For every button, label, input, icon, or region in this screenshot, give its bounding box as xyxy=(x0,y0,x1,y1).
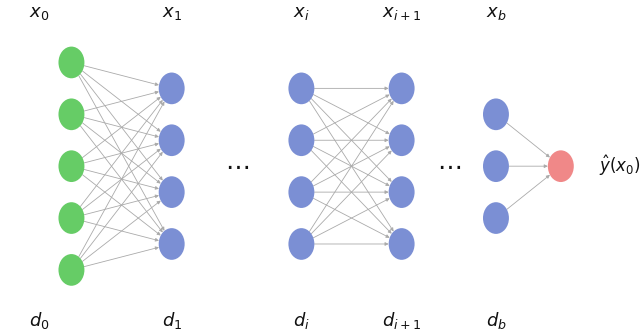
Circle shape xyxy=(388,228,415,260)
Circle shape xyxy=(289,228,314,260)
Text: $\cdots$: $\cdots$ xyxy=(436,155,461,178)
Circle shape xyxy=(483,202,509,234)
Text: $\hat{y}(x_0)$: $\hat{y}(x_0)$ xyxy=(599,154,640,178)
Circle shape xyxy=(548,150,574,182)
Circle shape xyxy=(58,202,84,234)
Text: $d_1$: $d_1$ xyxy=(161,310,182,331)
Text: $x_{i+1}$: $x_{i+1}$ xyxy=(382,4,421,22)
Circle shape xyxy=(159,228,185,260)
Text: $x_0$: $x_0$ xyxy=(29,4,49,22)
Circle shape xyxy=(159,124,185,156)
Text: $d_b$: $d_b$ xyxy=(486,310,506,331)
Circle shape xyxy=(159,176,185,208)
Circle shape xyxy=(483,99,509,130)
Circle shape xyxy=(483,150,509,182)
Circle shape xyxy=(388,72,415,104)
Circle shape xyxy=(289,72,314,104)
Circle shape xyxy=(159,72,185,104)
Text: $\cdots$: $\cdots$ xyxy=(225,155,248,178)
Text: $d_{i+1}$: $d_{i+1}$ xyxy=(382,310,421,331)
Text: $d_i$: $d_i$ xyxy=(293,310,310,331)
Text: $d_0$: $d_0$ xyxy=(29,310,49,331)
Circle shape xyxy=(58,254,84,286)
Text: $x_i$: $x_i$ xyxy=(293,4,310,22)
Circle shape xyxy=(58,99,84,130)
Circle shape xyxy=(388,124,415,156)
Circle shape xyxy=(58,46,84,78)
Circle shape xyxy=(58,150,84,182)
Text: $x_b$: $x_b$ xyxy=(486,4,506,22)
Circle shape xyxy=(289,124,314,156)
Text: $x_1$: $x_1$ xyxy=(162,4,182,22)
Circle shape xyxy=(289,176,314,208)
Circle shape xyxy=(388,176,415,208)
